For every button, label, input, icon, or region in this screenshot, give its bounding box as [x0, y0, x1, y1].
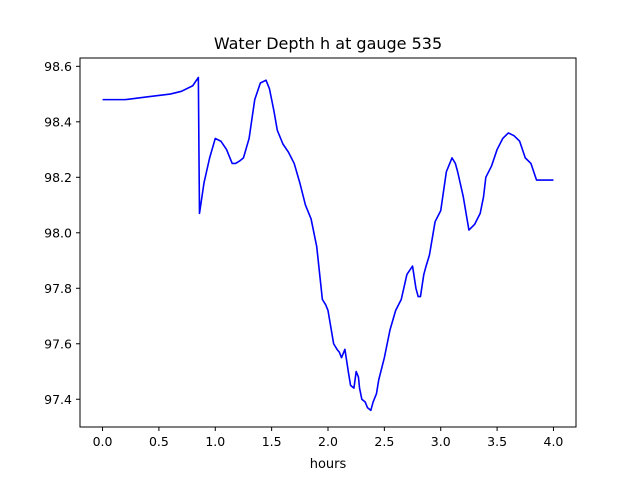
y-tick-label: 98.6: [44, 59, 72, 74]
x-tick-label: 2.5: [374, 434, 394, 449]
x-tick-label: 0.5: [149, 434, 169, 449]
x-tick-label: 1.0: [205, 434, 225, 449]
x-tick-label: 3.0: [431, 434, 451, 449]
y-tick-label: 97.6: [44, 336, 72, 351]
y-tick-label: 97.4: [44, 392, 72, 407]
x-tick-label: 4.0: [544, 434, 564, 449]
y-axis-ticks: 97.4 97.6 97.8 98.0 98.2 98.4 98.6: [44, 59, 80, 407]
x-tick-label: 2.0: [318, 434, 338, 449]
x-tick-label: 1.5: [262, 434, 282, 449]
chart-title: Water Depth h at gauge 535: [214, 34, 442, 53]
plot-frame: [79, 57, 577, 428]
y-tick-label: 98.0: [44, 225, 72, 240]
x-axis-ticks: 0.0 0.5 1.0 1.5 2.0 2.5 3.0 3.5 4.0: [93, 427, 564, 449]
x-tick-label: 3.5: [487, 434, 507, 449]
x-tick-label: 0.0: [93, 434, 113, 449]
y-tick-label: 97.8: [44, 281, 72, 296]
x-axis-label: hours: [310, 457, 347, 472]
y-tick-label: 98.4: [44, 114, 72, 129]
plot-area: [79, 57, 577, 428]
y-tick-label: 98.2: [44, 170, 72, 185]
series-line-0: [102, 76, 554, 412]
